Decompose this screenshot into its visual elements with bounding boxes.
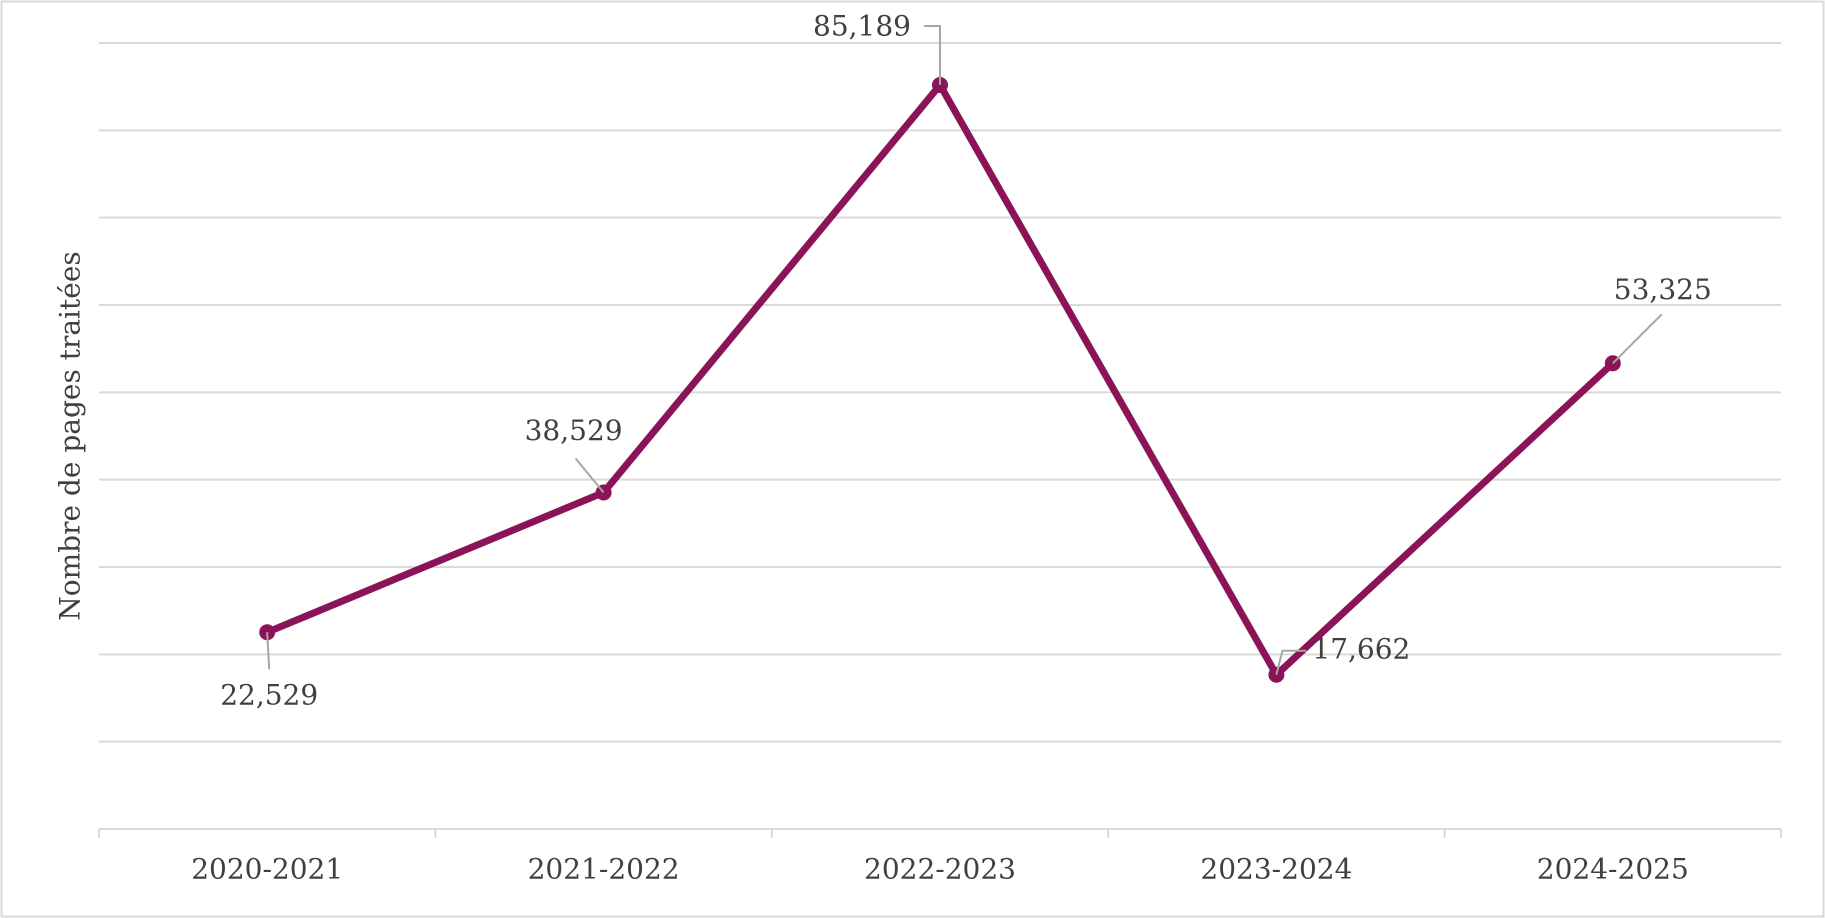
data-label: 85,189 (813, 10, 911, 43)
data-label: 22,529 (220, 679, 318, 712)
y-axis-label: Nombre de pages traitées (54, 251, 87, 621)
x-tick-label: 2024-2025 (1537, 853, 1689, 886)
data-label: 17,662 (1312, 632, 1410, 665)
data-label: 53,325 (1614, 273, 1712, 306)
data-label: 38,529 (525, 414, 623, 447)
x-tick-label: 2023-2024 (1200, 853, 1352, 886)
leader-line (266, 632, 271, 670)
leader-line (1275, 649, 1307, 675)
x-tick-label: 2021-2022 (528, 853, 680, 886)
leader-line (1612, 313, 1663, 365)
x-tick-label: 2020-2021 (191, 853, 343, 886)
leader-line (574, 457, 605, 494)
leader-line (924, 25, 941, 86)
x-tick-label: 2022-2023 (864, 853, 1016, 886)
